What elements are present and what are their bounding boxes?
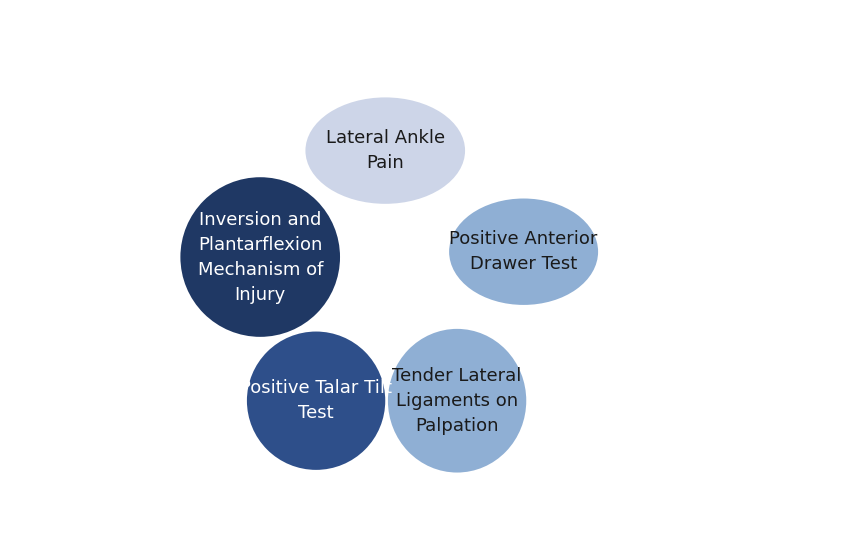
Text: Inversion and
Plantarflexion
Mechanism of
Injury: Inversion and Plantarflexion Mechanism o…	[197, 211, 322, 304]
Text: Tender Lateral
Ligaments on
Palpation: Tender Lateral Ligaments on Palpation	[392, 367, 521, 435]
Text: Positive Anterior
Drawer Test: Positive Anterior Drawer Test	[449, 230, 597, 273]
Text: Positive Talar Tilt
Test: Positive Talar Tilt Test	[240, 379, 392, 422]
Ellipse shape	[180, 177, 339, 337]
Ellipse shape	[305, 97, 464, 204]
Ellipse shape	[387, 329, 526, 472]
Text: Lateral Ankle
Pain: Lateral Ankle Pain	[325, 129, 444, 172]
Ellipse shape	[246, 331, 385, 470]
Ellipse shape	[448, 199, 598, 305]
